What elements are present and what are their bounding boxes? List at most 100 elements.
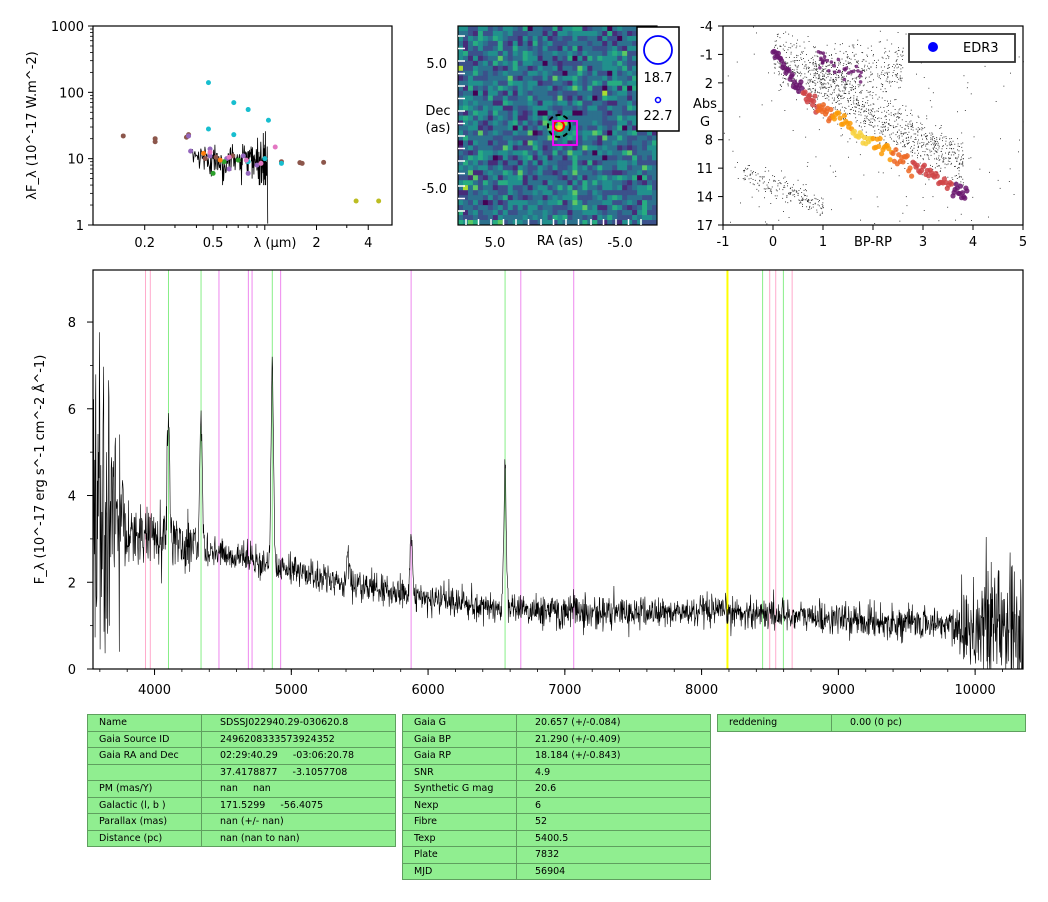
hrd-field-star (864, 110, 866, 112)
hrd-field-star (905, 146, 906, 148)
hrd-field-star (872, 92, 874, 93)
image-pixel (458, 70, 464, 77)
hrd-field-star (881, 71, 883, 73)
hrd-field-star (843, 97, 845, 98)
hrd-field-star (931, 132, 933, 134)
image-pixel (502, 65, 509, 72)
hrd-field-star (820, 79, 822, 81)
hrd-field-star (896, 132, 898, 133)
hrd-field-star (927, 148, 929, 150)
table-row: Fibre 52 (402, 813, 711, 831)
hrd-field-star (853, 103, 855, 105)
hrd-field-star (896, 150, 897, 151)
image-pixel (602, 90, 608, 97)
image-pixel (458, 215, 464, 221)
hrd-field-star (845, 115, 847, 117)
hrd-field-star (862, 101, 864, 102)
table-value: 56904 (516, 862, 711, 880)
image-pixel (497, 130, 504, 136)
image-pixel (472, 95, 479, 102)
hrd-field-star (822, 65, 824, 67)
image-pixel (652, 65, 658, 72)
hrd-field-star (787, 85, 789, 87)
hrd-field-star (997, 179, 999, 181)
hrd-field-star (841, 84, 843, 86)
hrd-field-star (864, 118, 866, 120)
hrd-field-star (817, 72, 818, 74)
hrd-field-star (953, 148, 955, 150)
hrd-field-star (941, 148, 943, 150)
image-pixel (487, 220, 494, 226)
hrd-field-star (850, 108, 852, 110)
hrd-field-star (915, 128, 917, 130)
image-pixel (637, 125, 643, 131)
image-pixel (522, 155, 529, 161)
image-pixel (527, 130, 534, 136)
image-pixel (577, 145, 583, 151)
image-pixel (577, 130, 583, 136)
image-pixel (562, 160, 568, 166)
hrd-field-star (788, 70, 790, 72)
image-pixel (557, 75, 563, 82)
hrd-field-star (880, 130, 882, 132)
hrd-field-star (822, 75, 824, 77)
image-pixel (567, 110, 573, 116)
hrd-main-sequence (794, 82, 800, 88)
hrd-field-star (796, 99, 797, 101)
hrd-field-star (890, 114, 892, 116)
table-value: nan nan (201, 780, 396, 798)
hrd-field-star (874, 133, 876, 135)
image-pixel (458, 105, 464, 111)
image-pixel (547, 165, 553, 171)
hrd-main-sequence (861, 134, 868, 141)
image-pixel (627, 100, 633, 107)
hrd-field-star (962, 161, 964, 163)
hrd-field-star (864, 64, 866, 66)
hrd-field-star (799, 73, 801, 74)
hrd-field-star (774, 45, 776, 47)
image-pixel (617, 40, 623, 47)
image-pixel (472, 70, 479, 77)
image-pixel (592, 80, 598, 87)
image-pixel (557, 120, 563, 126)
hrd-main-sequence (785, 66, 791, 72)
image-pixel (607, 110, 613, 116)
hrd-field-star (863, 104, 865, 106)
image-pixel (547, 90, 553, 97)
hrd-field-star (858, 104, 859, 106)
hrd-field-star (860, 91, 862, 93)
hrd-field-star (962, 163, 964, 165)
hrd-field-star (896, 53, 898, 55)
image-pixel (527, 125, 534, 131)
hrd-field-star (962, 163, 964, 165)
hrd-field-star (802, 77, 804, 79)
image-pixel (492, 135, 499, 141)
image-pixel (612, 30, 618, 37)
hrd-field-star (878, 108, 880, 110)
image-pixel (537, 135, 543, 141)
image-pixel (472, 135, 479, 141)
hrd-field-star (862, 59, 864, 61)
hrd-field-star (819, 213, 821, 215)
image-pixel (527, 45, 534, 52)
image-pixel (542, 100, 548, 107)
image-pixel (482, 105, 489, 111)
hrd-field-star (873, 115, 874, 117)
hrd-field-star (879, 142, 881, 144)
hrd-field-star (783, 81, 784, 83)
hrd-main-sequence (846, 124, 852, 130)
hrd-field-star (811, 207, 812, 209)
hrd-field-star (837, 95, 839, 97)
hrd-field-star (875, 117, 876, 118)
hrd-field-star (926, 154, 928, 156)
hrd-main-sequence (873, 144, 879, 150)
hrd-field-star (875, 94, 877, 96)
hrd-field-star (853, 99, 855, 101)
hrd-field-star (863, 69, 865, 71)
image-pixel (547, 220, 553, 226)
hrd-field-star (862, 85, 864, 87)
hrd-field-star (948, 154, 950, 155)
image-pixel (617, 180, 623, 186)
hrd-field-star (791, 83, 793, 85)
hrd-giant-branch (859, 70, 863, 75)
